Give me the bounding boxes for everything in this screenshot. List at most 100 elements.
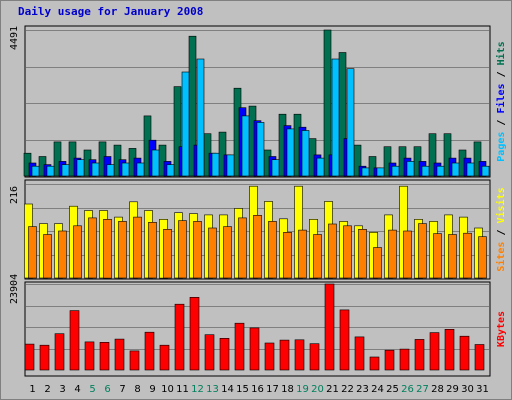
bar-pages-day-28 — [436, 165, 445, 177]
bar-pages-day-3 — [61, 164, 70, 177]
bar-kbytes-day-30 — [459, 335, 470, 371]
bar-sites-day-1 — [28, 226, 37, 279]
bar-kbytes-day-17 — [264, 342, 275, 371]
bar-kbytes-day-31 — [474, 344, 485, 371]
bar-kbytes-day-5 — [84, 341, 95, 371]
bar-kbytes-day-26 — [399, 348, 410, 371]
bar-kbytes-day-2 — [39, 344, 50, 371]
series-legend-kbytes: KBytes — [496, 311, 507, 347]
bar-pages-day-5 — [91, 162, 100, 177]
legend-part: / — [496, 114, 507, 132]
bar-hits-day-25 — [383, 146, 392, 177]
bar-pages-day-18 — [286, 128, 295, 177]
bar-sites-day-2 — [43, 234, 52, 279]
bar-pages-day-13 — [211, 152, 220, 177]
y-max-label-hits_files_pages: 4491 — [9, 26, 20, 50]
bar-kbytes-day-3 — [54, 333, 65, 371]
bar-sites-day-31 — [478, 236, 487, 279]
bar-kbytes-day-6 — [99, 341, 110, 371]
bar-hits-day-11 — [173, 86, 182, 177]
bar-sites-day-22 — [343, 225, 352, 279]
chart-title: Daily usage for January 2008 — [18, 5, 204, 18]
bar-kbytes-day-4 — [69, 310, 80, 371]
x-tick-label-day-20: 20 — [311, 384, 324, 395]
bar-kbytes-day-21 — [324, 283, 335, 371]
bar-sites-day-17 — [268, 221, 277, 279]
bar-sites-day-27 — [418, 223, 427, 279]
legend-part: Sites — [495, 242, 507, 272]
bar-kbytes-day-11 — [174, 303, 185, 371]
x-tick-label-day-14: 14 — [221, 384, 234, 395]
bar-sites-day-24 — [373, 247, 382, 279]
bar-sites-day-25 — [388, 229, 397, 279]
x-tick-label-day-1: 1 — [29, 384, 35, 395]
x-tick-label-day-22: 22 — [341, 384, 354, 395]
x-tick-label-day-26: 26 — [401, 384, 414, 395]
bar-hits-day-3 — [53, 141, 62, 177]
legend-part: Hits — [495, 41, 507, 65]
bar-hits-day-29 — [443, 133, 452, 177]
bar-sites-day-14 — [223, 226, 232, 279]
x-tick-label-day-4: 4 — [74, 384, 80, 395]
bar-sites-day-10 — [163, 229, 172, 279]
bar-pages-day-20 — [316, 157, 325, 177]
x-tick-label-day-16: 16 — [251, 384, 264, 395]
bar-sites-day-12 — [193, 221, 202, 279]
bar-sites-day-20 — [313, 234, 322, 279]
bar-kbytes-day-27 — [414, 339, 425, 371]
series-legend-hits_files_pages: Pages / Files / Hits — [495, 41, 507, 161]
bar-pages-day-23 — [361, 167, 370, 177]
y-max-label-visits_sites: 216 — [9, 186, 20, 204]
legend-part: KBytes — [496, 311, 507, 347]
x-tick-label-day-6: 6 — [104, 384, 110, 395]
bar-sites-day-8 — [133, 216, 142, 279]
bar-sites-day-19 — [298, 229, 307, 279]
bar-pages-day-17 — [271, 159, 280, 177]
bar-pages-day-6 — [106, 164, 115, 177]
bar-kbytes-day-7 — [114, 338, 125, 371]
bar-kbytes-day-25 — [384, 349, 395, 371]
bar-kbytes-day-1 — [24, 343, 35, 371]
bar-sites-day-28 — [433, 233, 442, 279]
bar-pages-day-15 — [241, 115, 250, 177]
x-tick-label-day-10: 10 — [161, 384, 174, 395]
x-tick-label-day-8: 8 — [134, 384, 140, 395]
bar-sites-day-6 — [103, 219, 112, 279]
x-tick-label-day-17: 17 — [266, 384, 279, 395]
bar-pages-day-9 — [151, 149, 160, 177]
bar-sites-day-15 — [238, 217, 247, 279]
bar-sites-day-5 — [88, 217, 97, 279]
y-max-label-kbytes: 23904 — [9, 274, 20, 304]
bar-kbytes-day-14 — [219, 337, 230, 371]
x-tick-label-day-21: 21 — [326, 384, 339, 395]
bar-pages-day-22 — [346, 68, 355, 177]
bar-sites-day-9 — [148, 222, 157, 279]
bar-sites-day-3 — [58, 230, 67, 279]
x-tick-label-day-29: 29 — [446, 384, 459, 395]
bar-kbytes-day-18 — [279, 339, 290, 371]
bar-sites-day-11 — [178, 220, 187, 279]
x-tick-label-day-23: 23 — [356, 384, 369, 395]
x-tick-label-day-30: 30 — [461, 384, 474, 395]
x-tick-label-day-3: 3 — [59, 384, 65, 395]
bar-kbytes-day-23 — [354, 336, 365, 371]
bar-pages-day-7 — [121, 162, 130, 177]
bar-kbytes-day-20 — [309, 343, 320, 371]
bar-kbytes-day-8 — [129, 350, 140, 371]
bar-kbytes-day-22 — [339, 309, 350, 371]
bar-pages-day-2 — [46, 165, 55, 177]
bar-kbytes-day-12 — [189, 296, 200, 371]
bar-kbytes-day-10 — [159, 344, 170, 371]
x-tick-label-day-24: 24 — [371, 384, 384, 395]
x-tick-label-day-11: 11 — [176, 384, 189, 395]
bar-pages-day-27 — [421, 165, 430, 177]
bar-kbytes-day-15 — [234, 322, 245, 371]
x-tick-label-day-27: 27 — [416, 384, 429, 395]
x-tick-label-day-12: 12 — [191, 384, 204, 395]
bar-pages-day-25 — [391, 165, 400, 177]
bar-kbytes-day-19 — [294, 339, 305, 371]
x-tick-label-day-25: 25 — [386, 384, 399, 395]
bar-kbytes-day-24 — [369, 356, 380, 371]
bar-pages-day-10 — [166, 164, 175, 177]
